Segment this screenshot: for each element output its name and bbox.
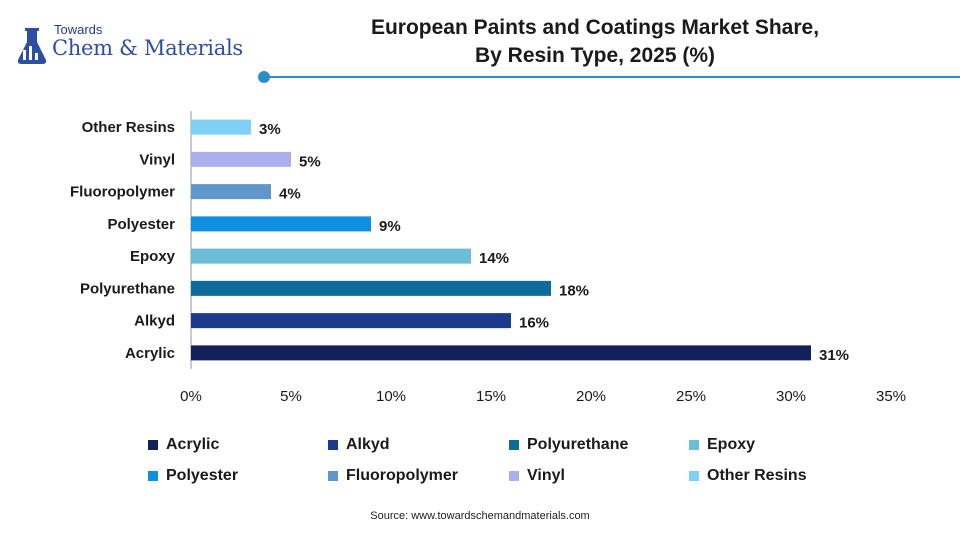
- legend-label: Vinyl: [527, 467, 565, 484]
- logo-brand-text: Chem & Materials: [52, 36, 243, 60]
- legend-item: Vinyl: [509, 467, 565, 485]
- x-tick-label: 20%: [576, 388, 606, 405]
- y-tick-label: Epoxy: [130, 248, 176, 265]
- x-tick-label: 30%: [776, 388, 806, 405]
- y-tick-label: Alkyd: [134, 313, 175, 330]
- legend-item: Acrylic: [148, 436, 219, 454]
- title-divider-dot: [258, 71, 270, 83]
- flask-logo-icon: [17, 28, 47, 64]
- y-tick-label: Polyester: [107, 216, 175, 233]
- legend-label: Fluoropolymer: [346, 467, 459, 484]
- y-tick-label: Polyurethane: [80, 280, 175, 297]
- logo-towards-text: Towards: [54, 22, 103, 37]
- legend-swatch: [689, 440, 699, 450]
- x-tick-label: 5%: [280, 388, 302, 405]
- x-tick-label: 35%: [876, 388, 906, 405]
- y-tick-label: Fluoropolymer: [70, 184, 175, 201]
- y-tick-label: Other Resins: [82, 119, 175, 136]
- bar-acrylic: [191, 345, 811, 361]
- chart-title-line-2: By Resin Type, 2025 (%): [474, 44, 716, 67]
- legend-label: Polyester: [166, 467, 239, 484]
- legend-item: Epoxy: [689, 436, 755, 454]
- legend-swatch: [509, 471, 519, 481]
- legend-swatch: [328, 471, 338, 481]
- chart-title: European Paints and Coatings Market Shar…: [300, 14, 890, 70]
- data-label: 4%: [279, 186, 301, 203]
- brand-logo: Towards Chem & Materials: [14, 22, 254, 68]
- bar-polyester: [191, 216, 371, 232]
- bar-fluoropolymer: [191, 184, 271, 200]
- bar-polyurethane: [191, 280, 551, 296]
- y-tick-label: Acrylic: [125, 345, 175, 362]
- legend-item: Polyurethane: [509, 436, 628, 454]
- legend-label: Acrylic: [166, 436, 220, 453]
- legend-label: Other Resins: [707, 467, 807, 484]
- bar-alkyd: [191, 313, 511, 329]
- bar-epoxy: [191, 248, 471, 264]
- bar-chart: Acrylic 31% Alkyd 16% Polyurethane 18% Epoxy 14…: [70, 111, 906, 405]
- bar-other-resins: [191, 119, 251, 135]
- y-tick-label: Vinyl: [139, 151, 175, 168]
- legend-swatch: [509, 440, 519, 450]
- x-tick-label: 15%: [476, 388, 506, 405]
- bar-vinyl: [191, 151, 291, 167]
- legend-item: Polyester: [148, 467, 238, 485]
- data-label: 9%: [379, 218, 401, 235]
- legend-label: Polyurethane: [527, 436, 629, 453]
- chart-title-line-1: European Paints and Coatings Market Shar…: [370, 16, 820, 39]
- data-label: 31%: [819, 347, 849, 364]
- data-label: 18%: [559, 282, 589, 299]
- legend-item: Alkyd: [328, 436, 390, 454]
- legend-label: Alkyd: [346, 436, 390, 453]
- x-tick-label: 10%: [376, 388, 406, 405]
- legend-swatch: [148, 440, 158, 450]
- data-label: 5%: [299, 153, 321, 170]
- legend-swatch: [328, 440, 338, 450]
- data-label: 14%: [479, 250, 509, 267]
- legend-swatch: [689, 471, 699, 481]
- data-label: 3%: [259, 121, 281, 138]
- source-note: Source: www.towardschemandmaterials.com: [370, 510, 590, 522]
- x-tick-label: 0%: [180, 388, 202, 405]
- legend-item: Fluoropolymer: [328, 467, 458, 485]
- legend-item: Other Resins: [689, 467, 807, 485]
- x-tick-label: 25%: [676, 388, 706, 405]
- data-label: 16%: [519, 315, 549, 332]
- legend-label: Epoxy: [707, 436, 756, 453]
- title-divider: [264, 76, 960, 78]
- legend-swatch: [148, 471, 158, 481]
